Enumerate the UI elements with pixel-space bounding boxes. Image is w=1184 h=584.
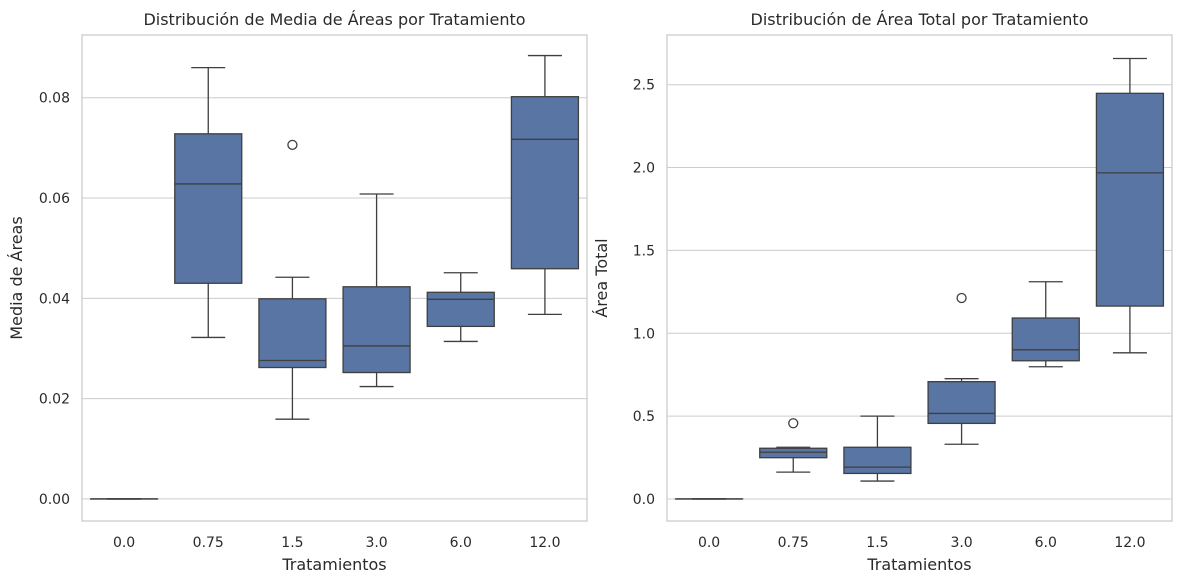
box-12.0 (1095, 57, 1165, 354)
panel-area-total: Distribución de Área Total por Tratamien… (592, 10, 1173, 574)
y-tick-label: 1.5 (633, 243, 655, 259)
x-tick-label: 3.0 (365, 535, 387, 551)
y-axis-label: Media de Áreas (7, 216, 26, 339)
plot-frame (81, 34, 588, 522)
outlier-point (287, 139, 298, 150)
panel-media-areas: Distribución de Media de Áreas por Trata… (7, 10, 588, 574)
y-tick-label: 0.00 (39, 492, 70, 508)
x-tick-label: 6.0 (450, 535, 472, 551)
box-6.0 (426, 272, 495, 343)
iqr-box (510, 96, 580, 270)
y-tick-label: 0.0 (633, 492, 655, 508)
grid (667, 84, 1172, 500)
y-tick-label: 0.5 (633, 409, 655, 425)
chart-title: Distribución de Área Total por Tratamien… (751, 10, 1089, 29)
y-tick-label: 0.08 (39, 91, 70, 107)
iqr-box (342, 286, 411, 374)
iqr-box (426, 291, 495, 328)
y-tick-label: 2.0 (633, 161, 655, 177)
box-1.5 (258, 139, 327, 420)
x-tick-label: 0.0 (698, 535, 720, 551)
iqr-box (1011, 317, 1080, 362)
x-tick-label: 12.0 (1114, 535, 1145, 551)
y-tick-label: 2.5 (633, 78, 655, 94)
outlier-point (788, 418, 799, 429)
box-1.5 (843, 415, 912, 482)
box-6.0 (1011, 281, 1080, 368)
chart-title: Distribución de Media de Áreas por Trata… (143, 10, 525, 29)
y-tick-label: 1.0 (633, 326, 655, 342)
x-tick-label: 3.0 (950, 535, 972, 551)
x-tick-label: 12.0 (529, 535, 560, 551)
grid (82, 97, 587, 500)
y-tick-label: 0.04 (39, 291, 70, 307)
iqr-box (1095, 92, 1165, 307)
plot-frame (666, 34, 1173, 522)
x-axis-label: Tratamientos (866, 555, 971, 574)
outlier-point (956, 292, 967, 304)
iqr-box (174, 133, 243, 284)
x-tick-label: 0.75 (193, 535, 224, 551)
iqr-box (258, 298, 327, 369)
box-12.0 (510, 54, 580, 316)
x-tick-label: 1.5 (281, 535, 303, 551)
x-tick-label: 0.75 (778, 535, 809, 551)
x-tick-label: 6.0 (1035, 535, 1057, 551)
iqr-box (927, 380, 996, 425)
iqr-box (843, 446, 912, 475)
box-0.75 (759, 418, 828, 473)
x-axis-label: Tratamientos (281, 555, 386, 574)
x-tick-label: 0.0 (113, 535, 135, 551)
x-tick-label: 1.5 (866, 535, 888, 551)
box-3.0 (342, 193, 411, 388)
box-3.0 (927, 292, 996, 445)
y-tick-label: 0.02 (39, 392, 70, 408)
box-0.75 (174, 66, 243, 339)
iqr-box (759, 447, 828, 459)
y-axis-label: Área Total (592, 238, 611, 317)
y-tick-label: 0.06 (39, 191, 70, 207)
